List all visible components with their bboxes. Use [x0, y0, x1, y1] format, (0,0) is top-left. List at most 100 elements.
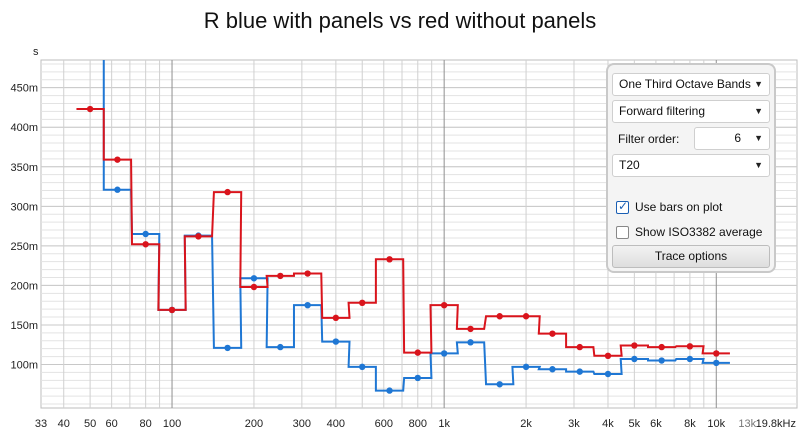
data-point [467, 339, 474, 346]
data-point [277, 272, 284, 280]
data-point [496, 381, 503, 388]
band-type-value: One Third Octave Bands [619, 77, 751, 91]
data-point [386, 256, 393, 263]
data-point [142, 241, 149, 248]
y-tick-label: 150m [10, 320, 38, 332]
data-point [549, 366, 556, 373]
filtering-dropdown[interactable]: Forward filtering ▼ [612, 100, 770, 123]
x-tick-label: 600 [375, 418, 393, 430]
data-point [168, 306, 176, 314]
triangle-down-icon: ▼ [754, 79, 763, 89]
band-type-dropdown[interactable]: One Third Octave Bands ▼ [612, 73, 770, 96]
data-point [142, 230, 149, 238]
x-tick-label: 8k [684, 418, 696, 430]
metric-dropdown[interactable]: T20 ▼ [612, 154, 770, 177]
series-layer [76, 60, 730, 394]
filtering-value: Forward filtering [619, 104, 706, 118]
data-point [224, 344, 231, 352]
x-tick-label: 50 [84, 418, 96, 430]
data-point [332, 338, 340, 345]
data-point [304, 270, 311, 277]
data-point [604, 370, 612, 378]
data-point [549, 330, 556, 337]
checkmark-icon: ✓ [618, 199, 629, 213]
y-tick-label: 200m [10, 280, 38, 292]
show-iso-label: Show ISO3382 average [635, 225, 763, 239]
data-point [114, 186, 121, 193]
data-point [440, 301, 448, 309]
chart-title: R blue with panels vs red without panels [203, 8, 597, 33]
trace-settings-panel: One Third Octave Bands ▼ Forward filteri… [606, 63, 776, 273]
y-tick-label: 250m [10, 241, 38, 253]
x-tick-label: 100 [163, 418, 181, 430]
y-axis-unit: s [33, 46, 39, 58]
filter-order-value: 6 [734, 131, 741, 145]
data-point [631, 355, 638, 363]
x-tick-label: 800 [409, 418, 427, 430]
x-tick-label: 1k [438, 418, 450, 430]
data-point [250, 275, 258, 282]
metric-value: T20 [619, 158, 640, 172]
data-point [304, 301, 311, 309]
data-point [332, 314, 340, 322]
y-tick-label: 350m [10, 162, 38, 174]
x-tick-label: 80 [140, 418, 152, 430]
data-point [114, 156, 121, 163]
x-tick-label: 60 [106, 418, 118, 430]
x-tick-label: 300 [293, 418, 311, 430]
series-2 [76, 105, 730, 359]
data-point [658, 343, 665, 351]
data-point [250, 283, 258, 291]
data-point [386, 387, 393, 394]
data-point [440, 350, 448, 357]
x-tick-label: 6k [650, 418, 662, 430]
show-iso-checkbox[interactable] [616, 226, 629, 239]
triangle-down-icon: ▼ [754, 133, 763, 143]
x-tick-label: 400 [327, 418, 345, 430]
data-point [686, 355, 694, 363]
use-bars-label: Use bars on plot [635, 200, 723, 214]
data-point [414, 374, 421, 382]
filter-order-select[interactable]: 6 ▼ [694, 127, 770, 150]
axis-labels: 100m 150m 200m 250m 300m 350m 400m 450m 33 40 50 60… [10, 83, 796, 430]
data-point [658, 357, 665, 364]
use-bars-checkbox[interactable]: ✓ [616, 199, 629, 214]
data-point [522, 363, 530, 371]
filter-order-label: Filter order: [618, 132, 680, 146]
series-line [76, 108, 730, 357]
data-point [359, 363, 366, 371]
triangle-down-icon: ▼ [754, 106, 763, 116]
x-tick-label: 40 [58, 418, 70, 430]
data-point [86, 105, 94, 113]
data-point [414, 349, 421, 356]
y-tick-label: 400m [10, 122, 38, 134]
data-point [195, 233, 202, 240]
x-tick-label: 4k [602, 418, 614, 430]
data-point [224, 188, 231, 196]
x-tick-label: 10k [707, 418, 725, 430]
x-tick-label: 3k [568, 418, 580, 430]
data-point [496, 313, 503, 320]
x-tick-label: 5k [629, 418, 641, 430]
x-tick-label: 2k [520, 418, 532, 430]
data-point [631, 342, 638, 349]
x-tick-label: 200 [245, 418, 263, 430]
data-point [576, 343, 583, 351]
trace-options-button[interactable]: Trace options [612, 245, 770, 268]
y-tick-label: 300m [10, 201, 38, 213]
data-point [604, 352, 612, 359]
triangle-down-icon: ▼ [754, 160, 763, 170]
data-point [359, 299, 366, 307]
y-tick-label: 450m [10, 83, 38, 95]
data-point [522, 313, 530, 320]
data-point [277, 343, 284, 351]
data-point [713, 350, 720, 357]
x-tick-label: 19.8kHz [756, 418, 796, 430]
y-tick-label: 100m [10, 360, 38, 372]
data-point [713, 359, 720, 367]
data-point [576, 368, 583, 375]
x-tick-label: 33 [35, 418, 47, 430]
data-point [686, 343, 694, 350]
x-tick-label: 13k [738, 418, 756, 430]
data-point [467, 325, 474, 333]
